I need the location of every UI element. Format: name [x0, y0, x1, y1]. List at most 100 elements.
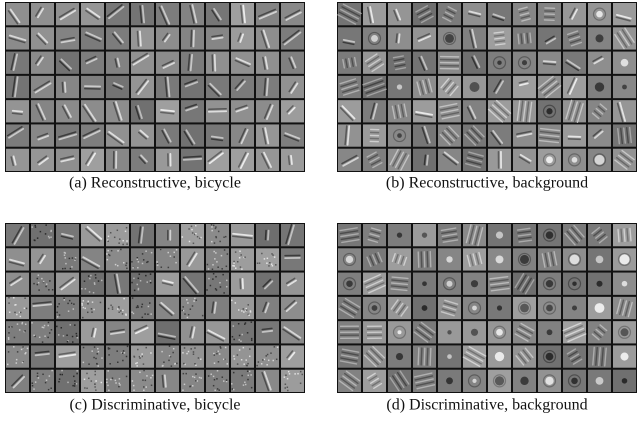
tile-noise [136, 307, 138, 309]
filter-tile [438, 273, 461, 295]
filter-tile [156, 370, 179, 392]
filter-tile [413, 149, 436, 171]
filter-tile [56, 321, 79, 343]
tile-noise [169, 355, 171, 357]
filter-tile [588, 248, 611, 270]
tile-noise [17, 323, 19, 325]
tile-noise [176, 363, 178, 365]
tile-noise [119, 378, 121, 380]
tile-noise [147, 261, 149, 263]
tile-noise [137, 349, 139, 351]
filter-tile [256, 76, 279, 98]
filter-tile [181, 52, 204, 74]
tile-bg [206, 124, 229, 146]
tile-stroke [424, 155, 425, 164]
tile-noise [74, 383, 76, 385]
tile-noise [243, 311, 245, 313]
tile-noise [16, 362, 17, 364]
filter-tile [81, 248, 104, 270]
tile-noise [119, 238, 121, 240]
tile-stroke [630, 228, 631, 240]
filter-tile [363, 100, 386, 122]
tile-noise [64, 299, 66, 301]
filter-tile [31, 345, 54, 367]
filter-tile [181, 370, 204, 392]
filter-tile [538, 248, 561, 270]
filter-tile [563, 124, 586, 146]
tile-noise [8, 326, 10, 328]
filter-grids [5, 2, 637, 393]
tile-stroke [162, 375, 163, 387]
tile-noise [276, 359, 278, 361]
tile-noise [149, 302, 151, 304]
tile-blob [397, 133, 402, 138]
tile-blob [446, 377, 453, 384]
tile-noise [251, 338, 253, 340]
filter-tile [156, 52, 179, 74]
tile-noise [216, 378, 218, 380]
tile-stroke [627, 229, 628, 241]
filter-tile [488, 100, 511, 122]
tile-noise [8, 332, 10, 334]
filter-tile [588, 345, 611, 367]
tile-stroke [193, 30, 194, 46]
tile-noise [227, 253, 229, 255]
tile-noise [133, 385, 135, 387]
tile-stroke [624, 229, 625, 241]
tile-noise [213, 376, 215, 378]
tile-bg [206, 345, 229, 367]
tile-blob [397, 84, 402, 89]
filter-tile [438, 124, 461, 146]
tile-noise [25, 352, 27, 354]
tile-bg [156, 321, 179, 343]
filter-tile [56, 273, 79, 295]
tile-noise [194, 363, 196, 365]
tile-noise [285, 374, 287, 376]
tile-noise [195, 365, 197, 367]
filter-tile [463, 100, 486, 122]
filter-tile [206, 370, 229, 392]
tile-noise [188, 228, 190, 230]
tile-blob [546, 280, 553, 287]
filter-tile [538, 149, 561, 171]
tile-noise [163, 361, 165, 363]
tile-noise [175, 262, 177, 264]
tile-noise [145, 386, 147, 388]
tile-noise [97, 348, 99, 350]
tile-noise [223, 359, 225, 361]
tile-blob [496, 255, 504, 263]
tile-noise [145, 347, 147, 349]
tile-noise [214, 362, 216, 364]
tile-stroke [268, 231, 269, 240]
tile-noise [59, 314, 61, 316]
tile-blob [595, 303, 605, 313]
tile-noise [131, 282, 133, 284]
filter-tile [31, 149, 54, 171]
filter-tile [156, 345, 179, 367]
tile-noise [76, 383, 78, 385]
filter-tile [6, 3, 29, 25]
filter-grid [337, 223, 637, 393]
tile-bg [106, 52, 129, 74]
filter-tile [438, 52, 461, 74]
tile-noise [137, 257, 139, 259]
tile-noise [219, 353, 221, 355]
tile-blob [396, 353, 403, 360]
filter-tile [6, 248, 29, 270]
filter-tile [31, 297, 54, 319]
filter-tile [181, 149, 204, 171]
tile-noise [247, 363, 249, 365]
filter-tile [463, 224, 486, 246]
filter-tile [513, 370, 536, 392]
filter-tile [231, 52, 254, 74]
tile-noise [289, 373, 291, 375]
tile-noise [217, 370, 219, 372]
filter-tile [463, 27, 486, 49]
filter-tile [463, 76, 486, 98]
tile-stroke [184, 156, 202, 157]
tile-noise [143, 370, 145, 372]
filter-tile [231, 149, 254, 171]
tile-noise [81, 288, 83, 290]
filter-tile [81, 273, 104, 295]
filter-tile [181, 3, 204, 25]
